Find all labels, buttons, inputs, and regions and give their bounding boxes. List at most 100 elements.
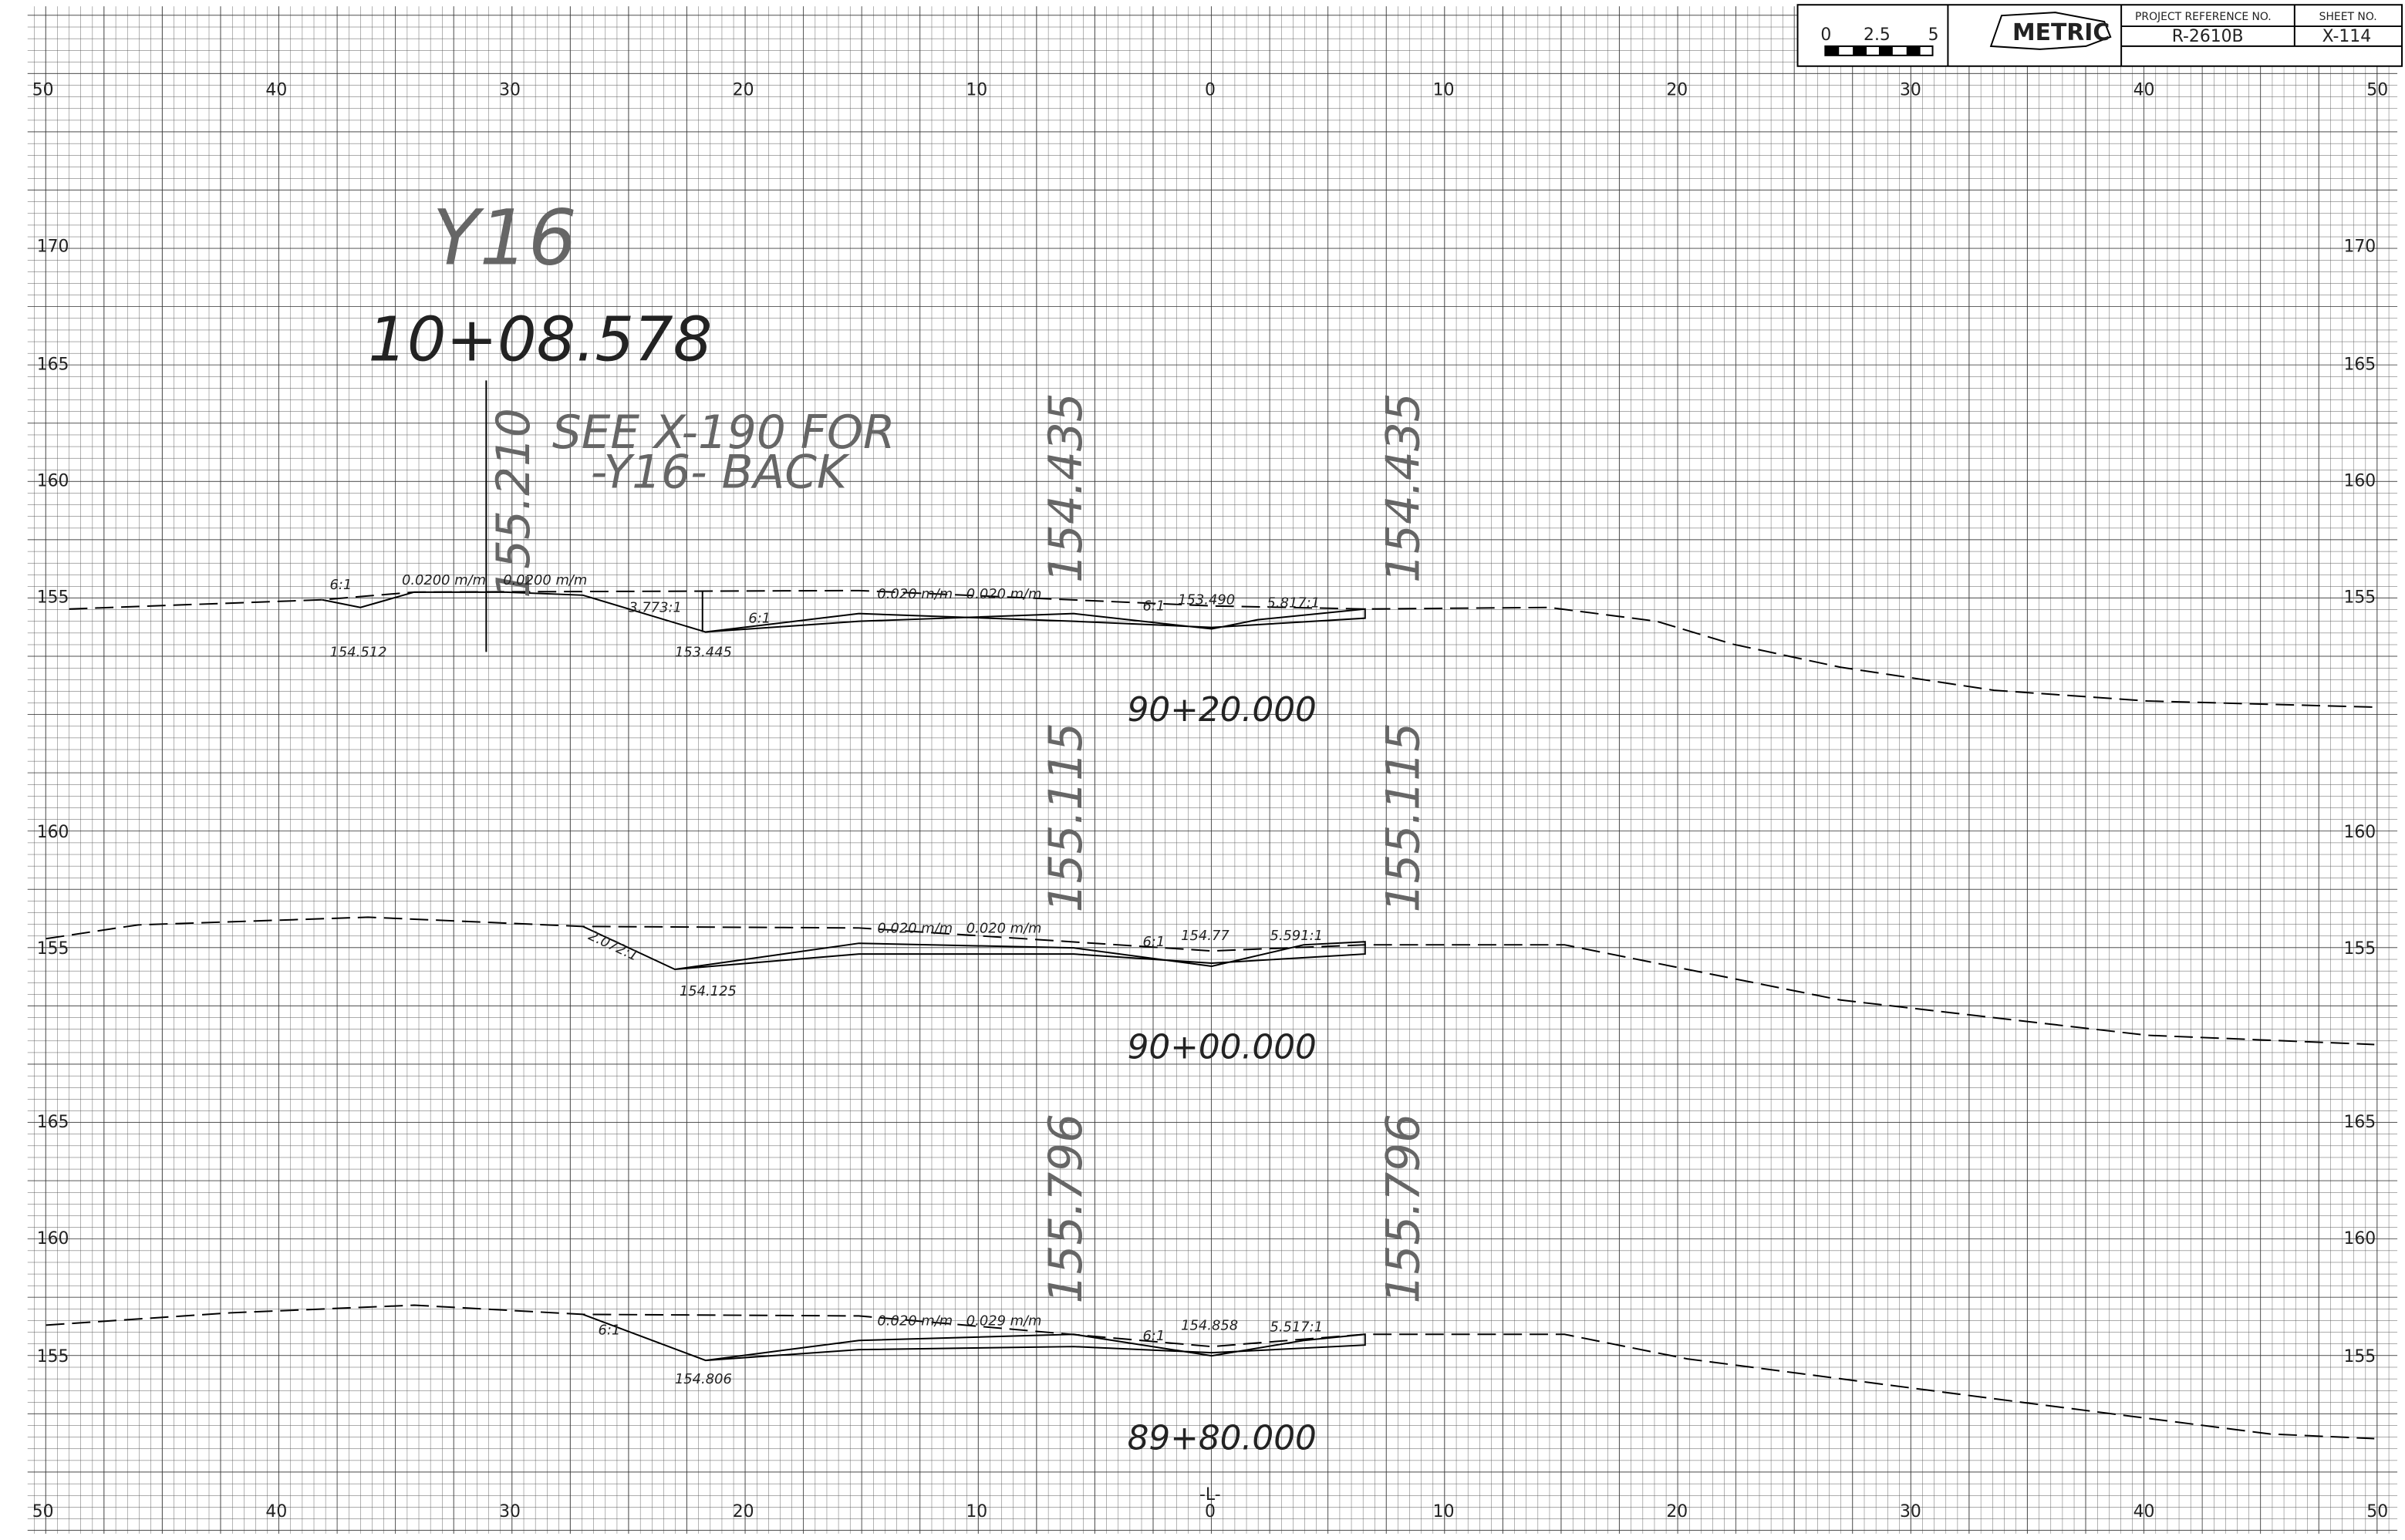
offset-label: 50: [32, 1502, 54, 1521]
offset-label: 30: [499, 1502, 521, 1521]
slope-label: 0.020 m/m: [877, 586, 953, 602]
slope-label: 3.773:1: [629, 600, 682, 616]
elevation-vertical: 155.115: [1377, 723, 1430, 913]
offset-label: 10: [966, 81, 987, 100]
offset-label: 20: [733, 1502, 754, 1521]
elevation-vertical: 154.435: [1040, 393, 1093, 583]
proposed-section: [582, 1313, 1366, 1362]
slope-label: 6:1: [1142, 934, 1165, 950]
slope-label: 6:1: [599, 1322, 621, 1338]
elevation-axis-label: 155: [37, 1347, 69, 1366]
road-elevation: 155.210: [487, 408, 541, 598]
elevation-vertical: 155.115: [1040, 723, 1093, 913]
station: 90+20.000: [1128, 690, 1317, 730]
centerline-label: -L-: [1199, 1485, 1221, 1505]
road-station: 10+08.578: [368, 304, 712, 376]
sheet-label: SHEET NO.: [2319, 11, 2377, 23]
elevation-axis-label: 155: [37, 939, 69, 959]
elevation-axis-label: 155: [2343, 588, 2376, 608]
scale-bar-segment: [1906, 45, 1921, 56]
elevation-axis-label: 165: [37, 355, 69, 374]
proposed-section: [582, 925, 1366, 971]
slope-label: 6:1: [330, 577, 352, 593]
offset-label: 0: [1205, 81, 1216, 100]
elevation-label: 154.858: [1181, 1317, 1238, 1333]
scale-bar-segment: [1853, 45, 1867, 56]
elevation-axis-label: 165: [37, 1113, 69, 1132]
offset-label: 30: [1900, 81, 1921, 100]
section-2: 155.115 155.115 2.072:1 0.020 m/m 0.020 …: [46, 723, 2375, 1067]
project-reference-label: PROJECT REFERENCE NO.: [2135, 11, 2272, 23]
elevation-axis-label: 155: [2343, 1347, 2376, 1366]
offset-label: 20: [1666, 81, 1688, 100]
offset-label: 10: [1433, 81, 1455, 100]
elevation-vertical: 155.796: [1377, 1114, 1430, 1304]
scale-label: 0: [1820, 25, 1831, 45]
slope-label: 0.020 m/m: [966, 586, 1042, 602]
project-reference: R-2610B: [2172, 27, 2244, 46]
elevation-label: 154.806: [675, 1371, 732, 1387]
offset-label: 50: [2366, 81, 2388, 100]
offset-label: 50: [32, 81, 54, 100]
scale-bar-segment: [1878, 45, 1893, 56]
existing-ground: [46, 916, 2375, 1046]
section-3: 155.796 155.796 6:1 0.020 m/m 0.029 m/m …: [46, 1114, 2375, 1457]
offset-label: 20: [733, 81, 754, 100]
offset-label: 10: [966, 1502, 987, 1521]
station: 89+80.000: [1128, 1418, 1317, 1457]
offset-label: 40: [265, 81, 287, 100]
elevation-label: 154.77: [1181, 928, 1229, 944]
slope-label: 5.517:1: [1270, 1319, 1323, 1335]
slope-label: 0.0200 m/m: [503, 572, 587, 588]
sheet-number: X-114: [2322, 27, 2372, 46]
scale-bar-segment: [1825, 45, 1840, 56]
offset-label: 40: [2133, 1502, 2155, 1521]
elevation-label: 153.445: [675, 644, 732, 660]
slope-label: 0.029 m/m: [966, 1313, 1042, 1329]
note: -Y16- BACK: [591, 446, 851, 500]
elevation-label: 153.490: [1178, 592, 1235, 608]
elevation-axis-label: 160: [37, 472, 69, 491]
offset-label: 10: [1433, 1502, 1455, 1521]
proposed-section: [322, 591, 1366, 633]
offset-label: 50: [2366, 1502, 2388, 1521]
note: SEE X-190 FOR: [552, 406, 896, 460]
elevation-axis-label: 160: [2343, 1229, 2376, 1249]
slope-label: 0.0200 m/m: [402, 572, 486, 588]
slope-label: 0.020 m/m: [877, 920, 953, 936]
slope-label: 6:1: [1142, 1328, 1165, 1344]
elevation-axis-label: 160: [2343, 472, 2376, 491]
elevation-axis-label: 170: [37, 237, 69, 256]
title-block: 0 2.5 5 METRIC PROJECT REFERENCE NO. R-2…: [1796, 4, 2403, 67]
offset-label: 30: [1900, 1502, 1921, 1521]
scale-label: 2.5: [1864, 25, 1891, 45]
slope-label: 5.591:1: [1270, 928, 1323, 944]
offset-label: 40: [2133, 81, 2155, 100]
section-1: Y16 10+08.578 155.210 SEE X-190 FOR -Y16…: [69, 194, 2375, 730]
elevation-label: 154.512: [330, 644, 387, 660]
offset-label: 30: [499, 81, 521, 100]
elevation-axis-label: 160: [2343, 823, 2376, 842]
elevation-axis-label: 160: [37, 823, 69, 842]
slope-label: 0.020 m/m: [877, 1313, 953, 1329]
slope-label: 6:1: [1142, 598, 1165, 615]
state-outline: [1989, 12, 2112, 50]
scale-label: 5: [1928, 25, 1939, 45]
offset-label: 20: [1666, 1502, 1688, 1521]
elevation-axis-label: 165: [2343, 355, 2376, 374]
elevation-axis-label: 160: [37, 1229, 69, 1249]
offset-label: 40: [265, 1502, 287, 1521]
road-name: Y16: [433, 194, 577, 282]
elevation-axis-label: 170: [2343, 237, 2376, 256]
slope-label: 5.817:1: [1267, 595, 1321, 612]
elevation-axis-label: 155: [37, 588, 69, 608]
elevation-label: 154.125: [680, 983, 737, 999]
elevation-axis-label: 155: [2343, 939, 2376, 959]
metric-logo: METRIC: [2012, 19, 2110, 46]
elevation-vertical: 154.435: [1377, 393, 1430, 583]
station: 90+00.000: [1128, 1027, 1317, 1067]
elevation-axis-label: 165: [2343, 1113, 2376, 1132]
elevation-vertical: 155.796: [1040, 1114, 1093, 1304]
